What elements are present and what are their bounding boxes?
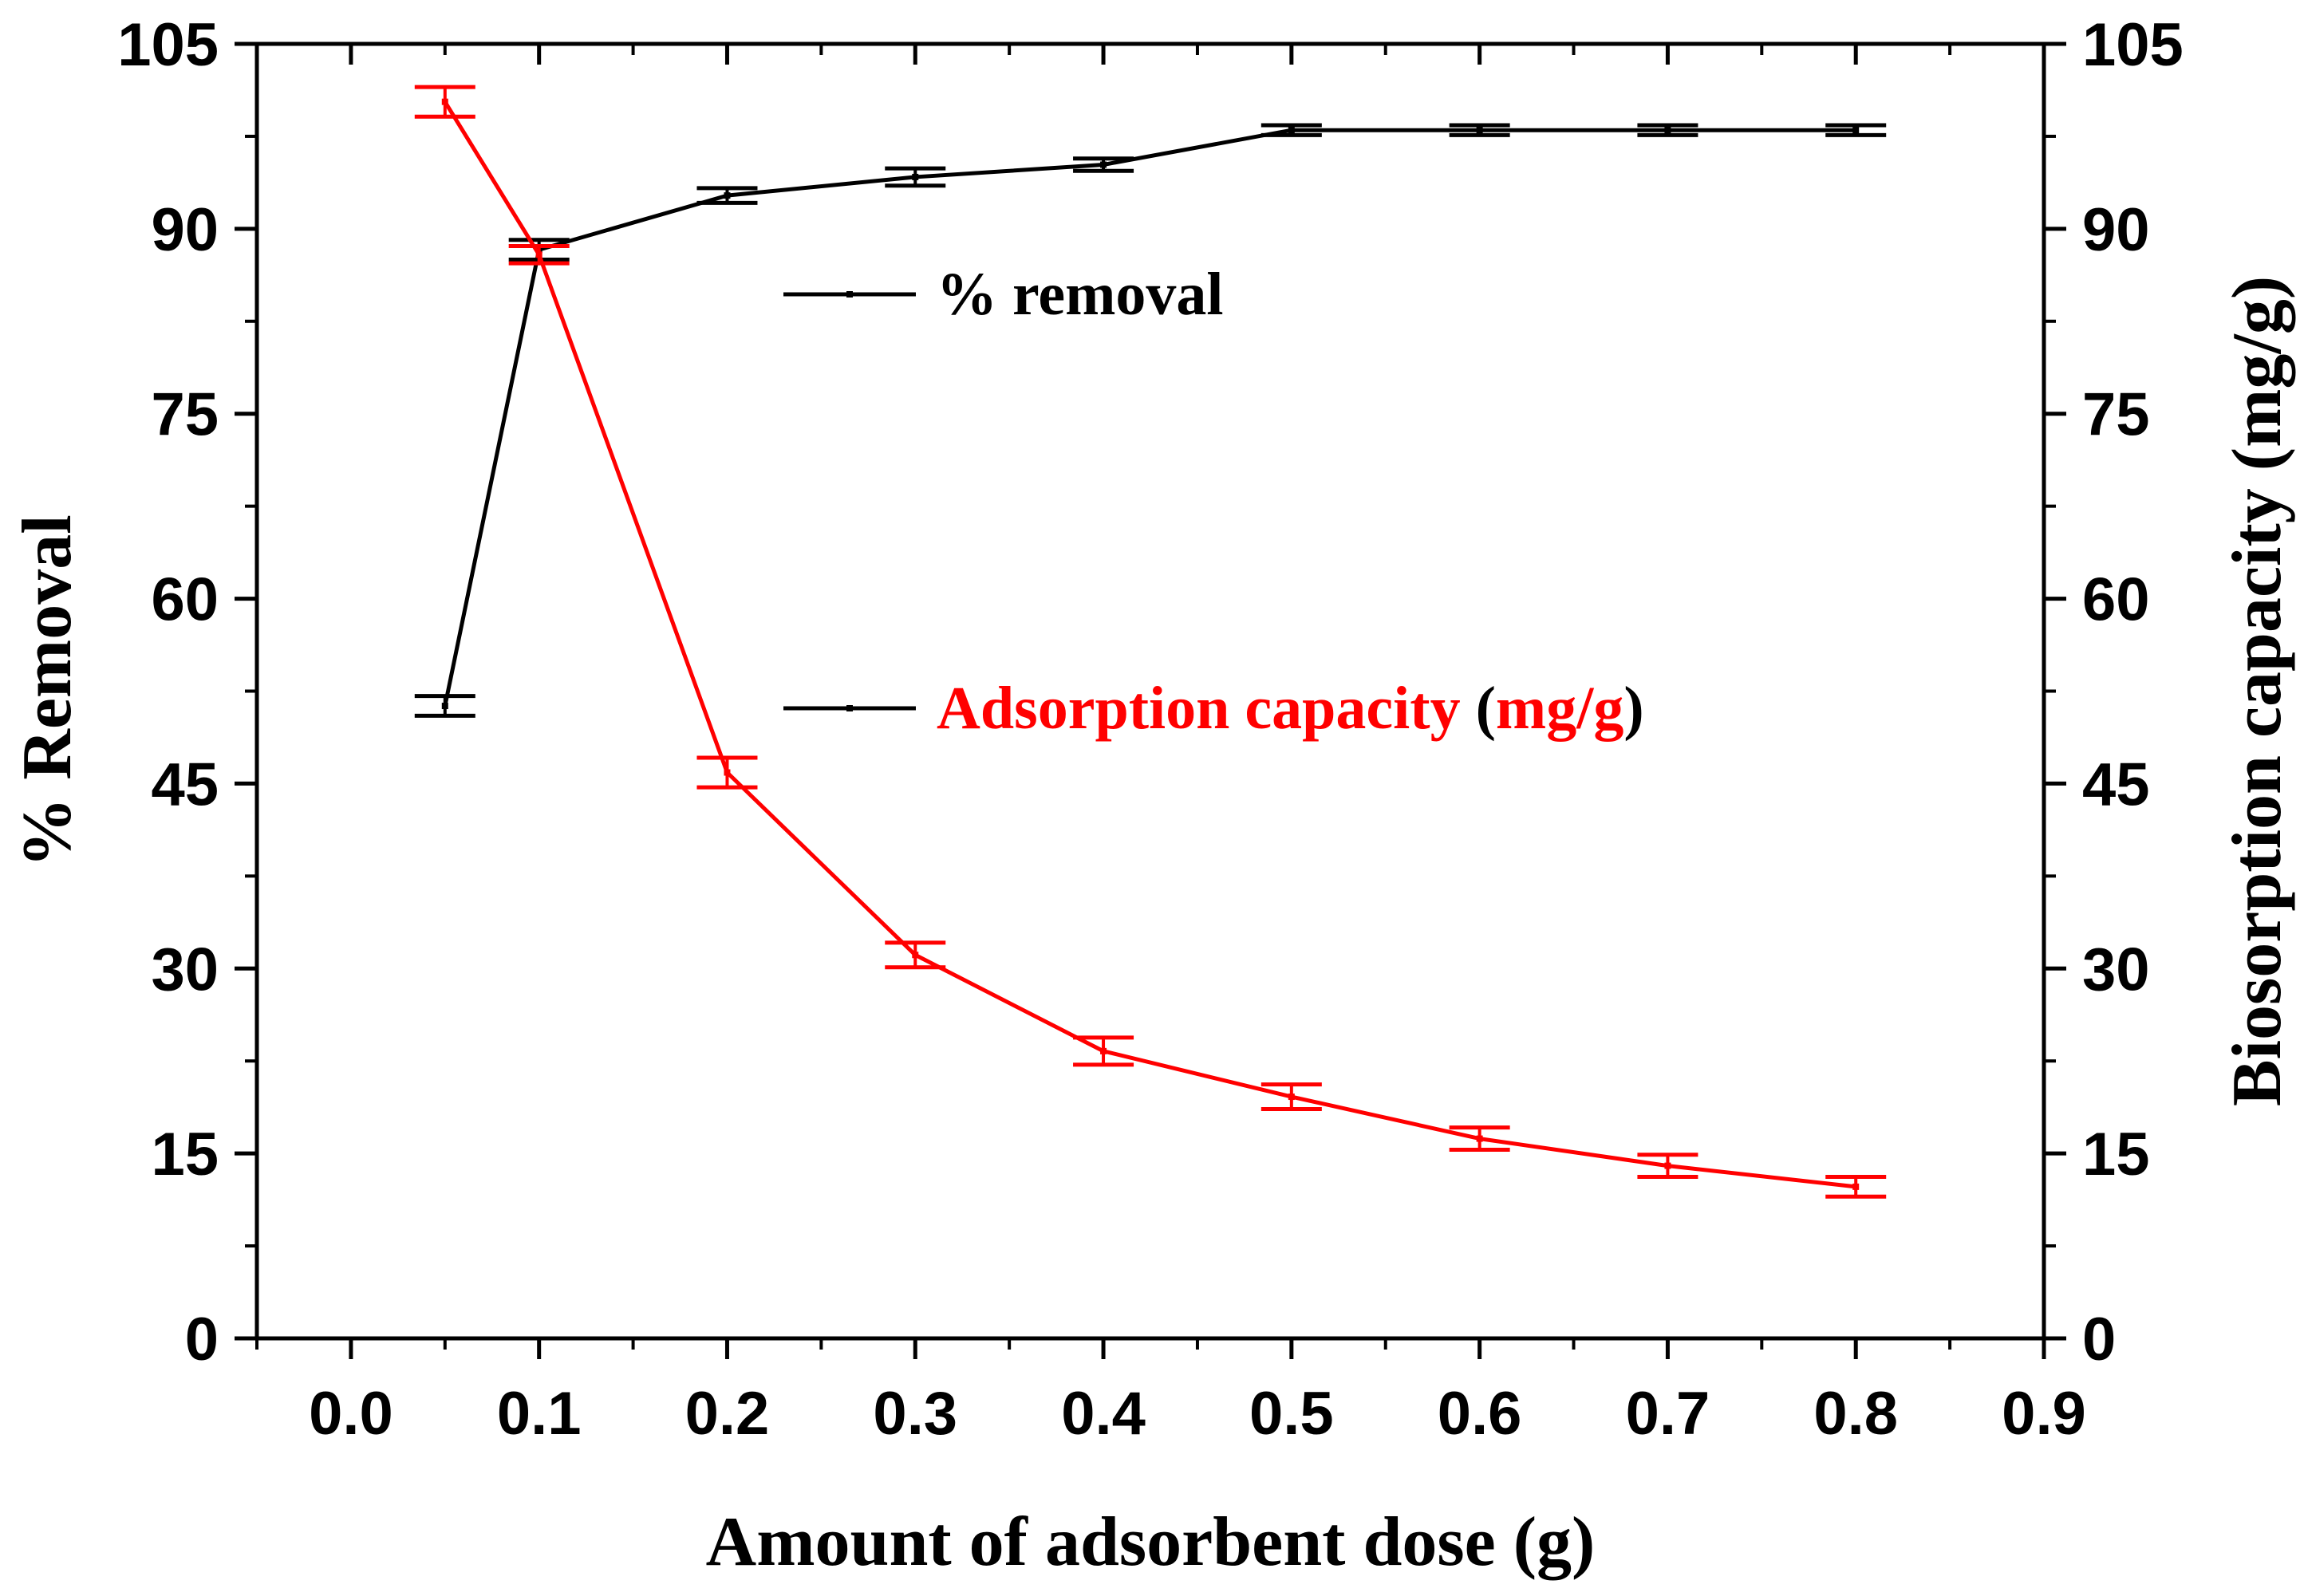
x-tick-label: 0.0 [309,1380,393,1448]
y-right-tick-label: 30 [2082,936,2150,1003]
y-right-tick-label: 90 [2082,196,2150,264]
data-point [1100,161,1107,168]
y-left-tick-label: 75 [151,381,219,449]
data-point [1476,1135,1483,1142]
legend-marker-capacity [846,705,853,711]
data-point [1664,1162,1671,1169]
x-tick-label: 0.8 [1813,1380,1898,1448]
x-tick-label: 0.2 [685,1380,770,1448]
legend-unit: mg/g [1496,675,1623,742]
x-tick-label: 0.3 [873,1380,957,1448]
legend-marker-removal [846,291,853,298]
data-point [1476,127,1483,134]
data-point [1852,1183,1860,1190]
y-left-tick-label: 15 [151,1121,219,1188]
x-tick-label: 0.9 [2002,1380,2086,1448]
data-point [535,251,542,258]
x-tick-label: 0.7 [1626,1380,1710,1448]
y-left-tick-label: 90 [151,196,219,264]
y-right-tick-label: 105 [2082,11,2184,79]
data-point [912,952,919,959]
y-right-tick-label: 60 [2082,566,2150,634]
data-point [912,173,919,180]
data-point [1100,1047,1107,1054]
x-tick-label: 0.6 [1438,1380,1522,1448]
legend-capacity-text: Adsorption capacity [937,675,1476,742]
y-right-tick-label: 0 [2082,1306,2116,1373]
data-point [441,98,448,105]
data-point [441,703,448,710]
y-left-tick-label: 105 [117,11,219,79]
x-tick-label: 0.5 [1249,1380,1334,1448]
y-left-tick-label: 45 [151,751,219,818]
legend-label-capacity: Adsorption capacity (mg/g) [937,675,1644,742]
y-right-tick-label: 15 [2082,1121,2150,1188]
legend-label-removal: % removal [937,261,1224,328]
x-axis-title: Amount of adsorbent dose (g) [706,1503,1596,1581]
y-left-tick-label: 0 [185,1306,219,1373]
legend-paren-close: ) [1623,675,1643,742]
data-point [724,192,731,199]
y-right-tick-label: 75 [2082,381,2150,449]
x-tick-label: 0.1 [497,1380,582,1448]
data-point [1852,127,1860,134]
x-tick-label: 0.4 [1061,1380,1146,1448]
y-right-tick-label: 45 [2082,751,2150,818]
y-right-axis-title: Biosorption capacity (mg/g) [2219,276,2296,1106]
y-left-tick-label: 30 [151,936,219,1003]
data-point [724,769,731,776]
data-point [1664,127,1671,134]
y-left-axis-title: % Removal [9,514,86,867]
data-point [1288,127,1295,134]
y-left-tick-label: 60 [151,566,219,634]
legend-paren-open: ( [1476,675,1496,742]
data-point [1288,1094,1295,1101]
